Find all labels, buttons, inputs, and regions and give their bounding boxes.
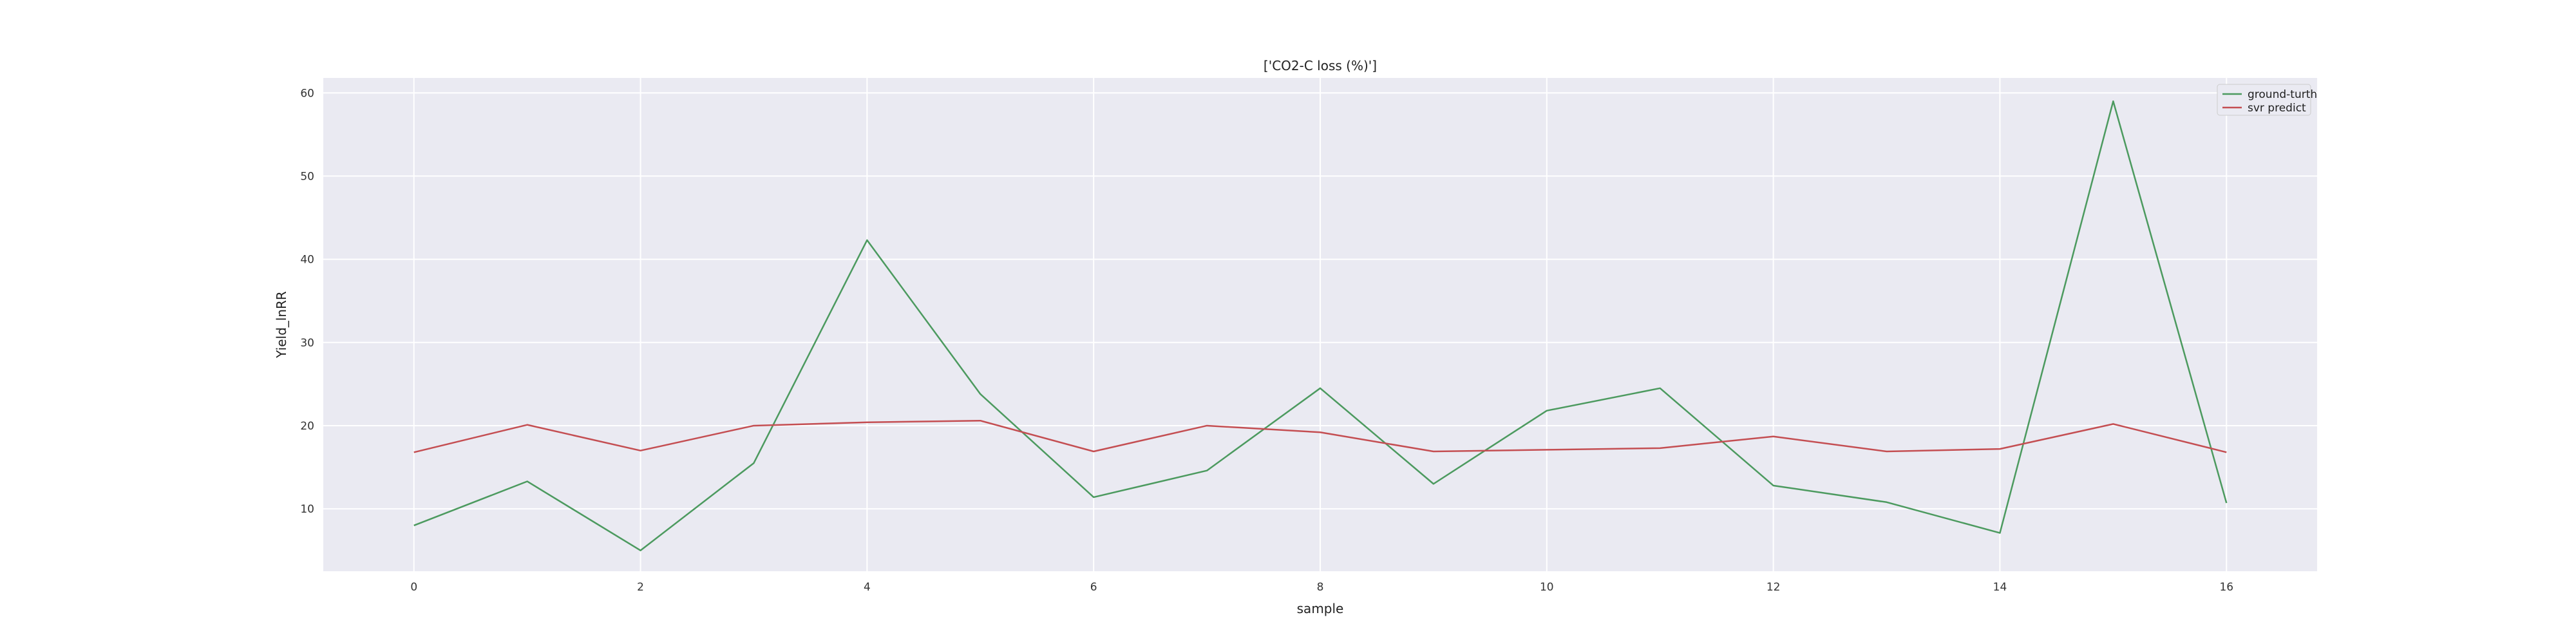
y-axis-ticks: 10 20 30 40 50 60 bbox=[300, 87, 314, 516]
grid-lines bbox=[323, 78, 2317, 571]
x-tick-label: 10 bbox=[1540, 581, 1554, 594]
y-tick-label: 60 bbox=[300, 87, 314, 100]
x-tick-label: 16 bbox=[2219, 581, 2233, 594]
x-axis-label: sample bbox=[1297, 601, 1344, 616]
x-tick-label: 2 bbox=[637, 581, 644, 594]
y-tick-label: 40 bbox=[300, 254, 314, 267]
x-tick-label: 6 bbox=[1090, 581, 1097, 594]
x-tick-label: 4 bbox=[864, 581, 871, 594]
series-line-ground-turth bbox=[413, 100, 2228, 551]
x-tick-label: 12 bbox=[1766, 581, 1781, 594]
x-tick-label: 8 bbox=[1317, 581, 1324, 594]
y-axis-label: Yield_lnRR bbox=[274, 291, 289, 359]
legend-label: svr predict bbox=[2248, 102, 2306, 115]
y-tick-label: 20 bbox=[300, 420, 314, 433]
series-line-svr-predict bbox=[413, 419, 2227, 453]
y-tick-label: 30 bbox=[300, 337, 314, 350]
x-tick-label: 0 bbox=[410, 581, 417, 594]
x-tick-label: 14 bbox=[1993, 581, 2007, 594]
chart-title: ['CO2-C loss (%)'] bbox=[1264, 58, 1377, 73]
x-axis-ticks: 0 2 4 6 8 10 12 14 16 bbox=[410, 581, 2233, 594]
series-lines bbox=[413, 100, 2228, 551]
legend-label: ground-turth bbox=[2248, 88, 2317, 101]
y-tick-label: 10 bbox=[300, 503, 314, 516]
y-tick-label: 50 bbox=[300, 170, 314, 183]
